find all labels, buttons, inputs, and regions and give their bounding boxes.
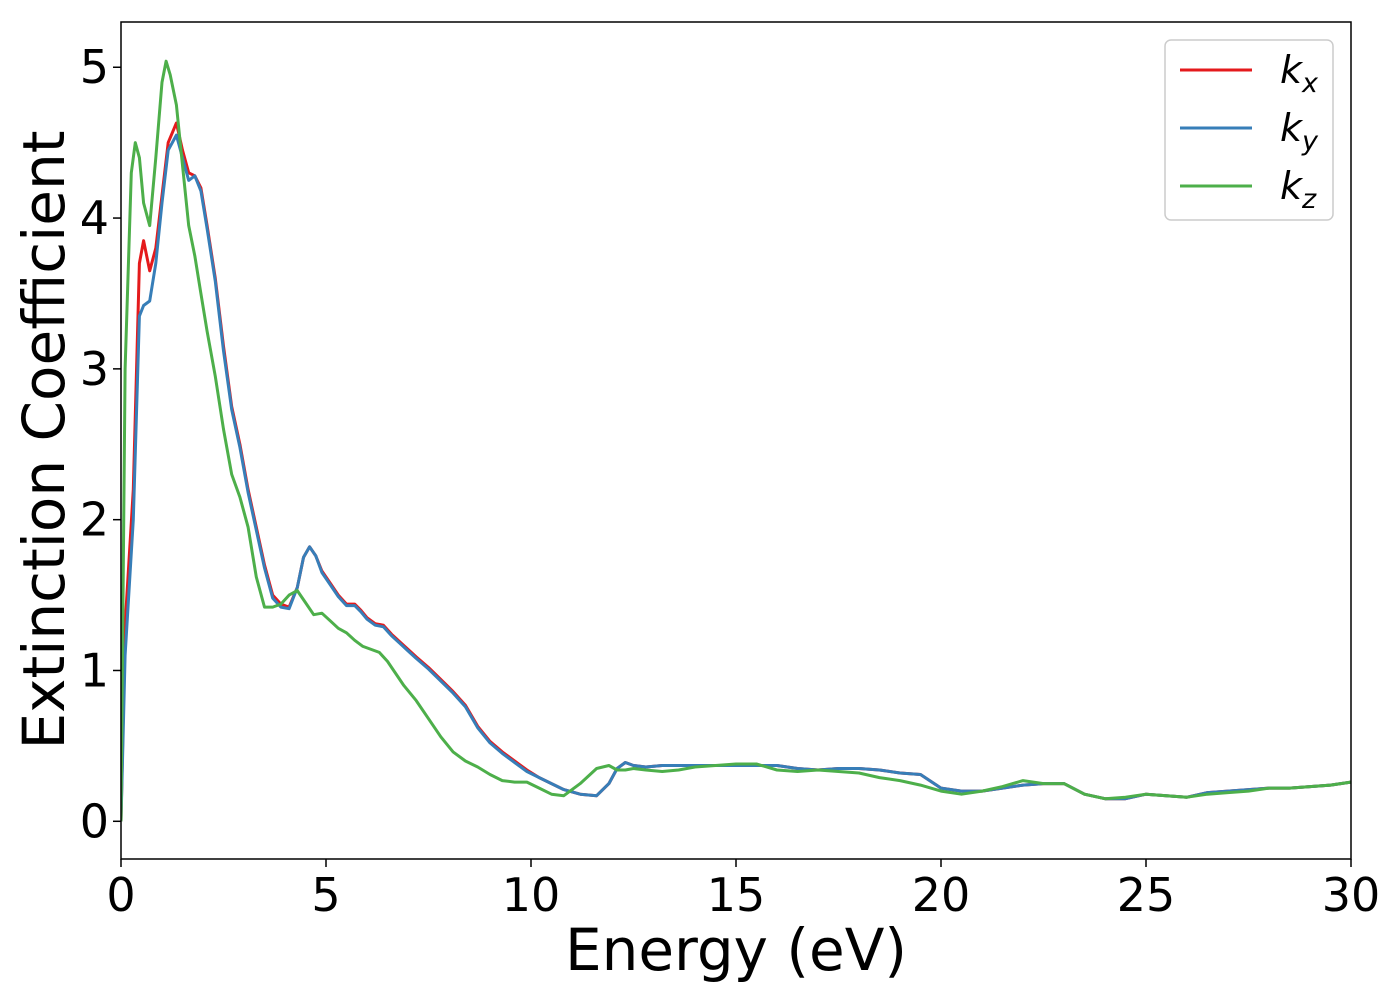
y-tick-label: 2 [80,493,109,547]
x-axis-ticks: 0 5 10 15 20 25 30 [106,859,1380,922]
plot-lines [121,59,1351,822]
series-line-k-x [121,121,1351,822]
series-line-k-y [121,133,1351,822]
y-tick-label: 5 [80,40,109,94]
y-tick-label: 4 [80,191,109,245]
x-tick-label: 30 [1322,868,1381,922]
x-tick-label: 15 [707,868,766,922]
x-tick-label: 0 [106,868,135,922]
x-tick-label: 20 [912,868,971,922]
y-axis-ticks: 0 1 2 3 4 5 [80,40,121,848]
y-tick-label: 0 [80,794,109,848]
y-tick-label: 1 [80,643,109,697]
series-line-k-z [121,59,1351,822]
y-axis-label: Extinction Coefficient [10,131,78,750]
x-tick-label: 25 [1117,868,1176,922]
y-tick-label: 3 [80,342,109,396]
x-tick-label: 10 [502,868,561,922]
x-tick-label: 5 [311,868,340,922]
legend-frame [1164,39,1334,221]
x-axis-label: Energy (eV) [565,916,907,984]
